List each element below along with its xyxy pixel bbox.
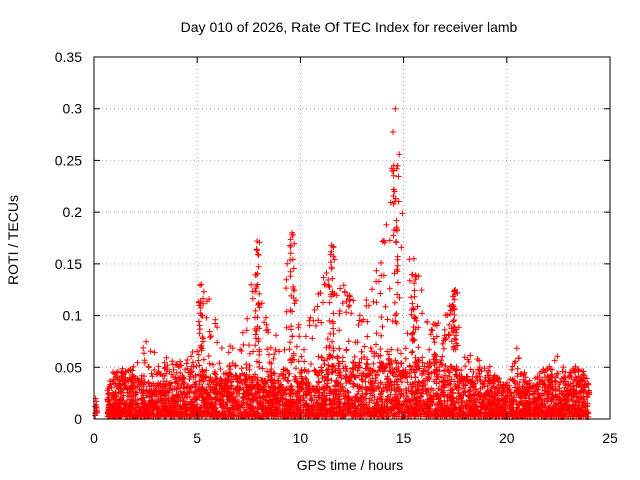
x-tick-label: 20 bbox=[499, 430, 515, 446]
y-tick-label: 0.2 bbox=[63, 204, 83, 220]
y-tick-label: 0.15 bbox=[55, 256, 82, 272]
axis-ticks bbox=[93, 56, 611, 420]
y-tick-label: 0.35 bbox=[55, 49, 82, 65]
y-tick-label: 0.05 bbox=[55, 359, 82, 375]
y-tick-label: 0 bbox=[74, 411, 82, 427]
x-axis-title: GPS time / hours bbox=[297, 457, 404, 473]
y-tick-label: 0.3 bbox=[63, 101, 83, 117]
x-tick-label: 25 bbox=[602, 430, 618, 446]
x-tick-label: 0 bbox=[90, 430, 98, 446]
grid-lines bbox=[94, 57, 610, 419]
y-tick-labels: 0 0.05 0.1 0.15 0.2 0.25 0.3 0.35 bbox=[55, 49, 82, 427]
scatter-markers bbox=[92, 105, 593, 420]
x-tick-label: 10 bbox=[293, 430, 309, 446]
x-tick-label: 15 bbox=[396, 430, 412, 446]
chart-title: Day 010 of 2026, Rate Of TEC Index for r… bbox=[181, 19, 518, 35]
y-tick-label: 0.25 bbox=[55, 152, 82, 168]
x-tick-labels: 0 5 10 15 20 25 bbox=[90, 430, 618, 446]
plot-frame bbox=[93, 56, 611, 420]
data-points bbox=[92, 105, 593, 420]
y-axis-title: ROTI / TECUs bbox=[5, 195, 21, 285]
y-tick-label: 0.1 bbox=[63, 308, 83, 324]
x-tick-label: 5 bbox=[193, 430, 201, 446]
